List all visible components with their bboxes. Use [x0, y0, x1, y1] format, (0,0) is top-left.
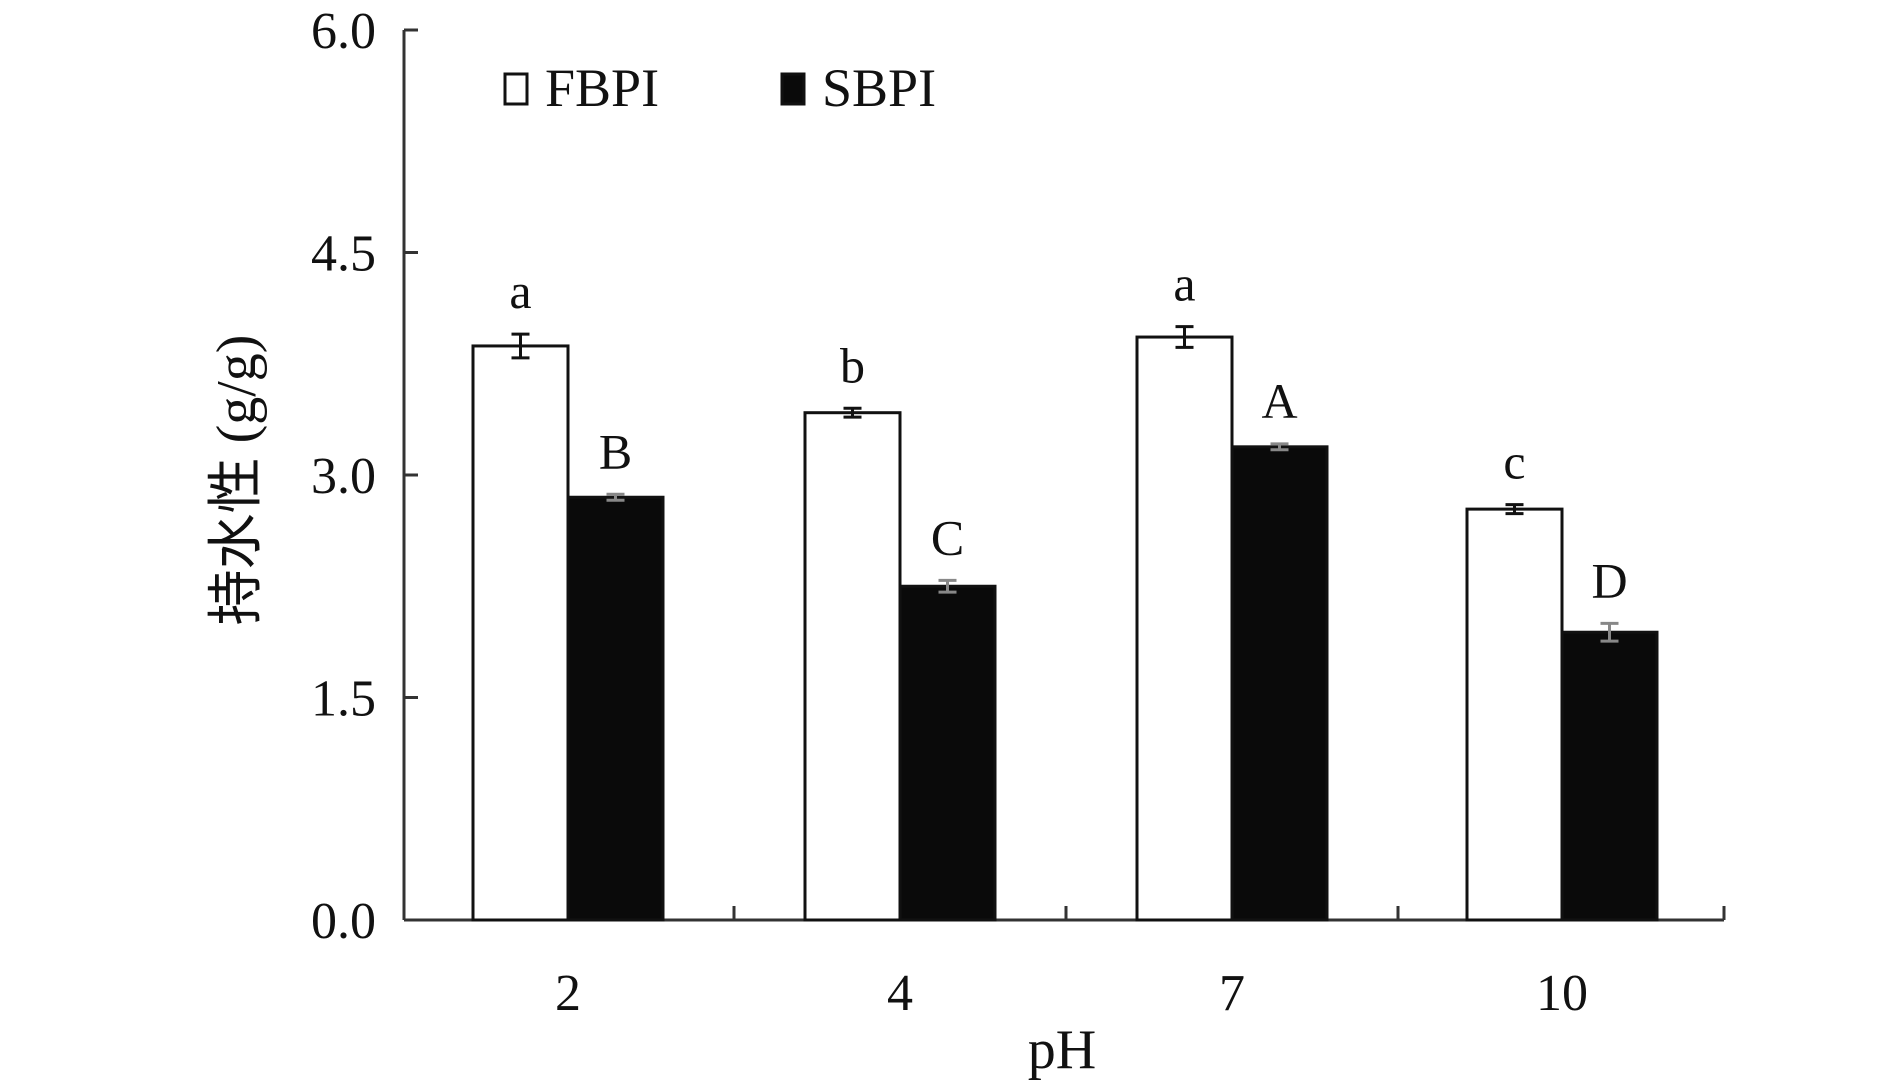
x-tick-label: 2 [555, 965, 581, 1022]
significance-label: C [931, 509, 964, 565]
y-tick-label: 6.0 [311, 3, 376, 60]
significance-label: D [1591, 552, 1627, 608]
significance-label: B [599, 423, 632, 479]
significance-label: a [1173, 256, 1195, 312]
labels: a b a c B C A D [509, 256, 1627, 609]
x-tick-label: 10 [1536, 965, 1588, 1022]
legend-swatch-fbpi [503, 72, 529, 106]
legend-label-fbpi: FBPI [545, 58, 659, 118]
x-tick-label: 4 [887, 965, 913, 1022]
y-tick-label: 3.0 [311, 448, 376, 505]
y-tick-label: 1.5 [311, 671, 376, 728]
bars [471, 325, 1659, 922]
bar-sbpi-4 [898, 584, 997, 922]
significance-label: b [840, 337, 865, 393]
y-tick-label: 4.5 [311, 226, 376, 283]
y-tick-label: 0.0 [311, 893, 376, 950]
legend: FBPI SBPI [503, 58, 936, 118]
significance-label: c [1503, 434, 1525, 490]
bar-sbpi-7 [1230, 445, 1329, 922]
axes: 0.0 1.5 3.0 4.5 6.0 2 4 7 10 [311, 3, 1726, 1022]
x-tick-label: 7 [1219, 965, 1245, 1022]
x-axis-title: pH [1028, 1019, 1096, 1081]
significance-label: A [1261, 373, 1297, 429]
bar-fbpi-10 [1465, 507, 1564, 922]
bar-fbpi-7 [1135, 335, 1234, 922]
bar-fbpi-2 [471, 344, 570, 922]
bar-fbpi-4 [803, 411, 902, 922]
bar-sbpi-2 [566, 495, 665, 922]
legend-swatch-sbpi [780, 72, 806, 106]
y-axis-title: 持水性 (g/g) [206, 335, 268, 626]
bar-sbpi-10 [1560, 630, 1659, 922]
legend-label-sbpi: SBPI [822, 58, 936, 118]
significance-label: a [509, 263, 531, 319]
